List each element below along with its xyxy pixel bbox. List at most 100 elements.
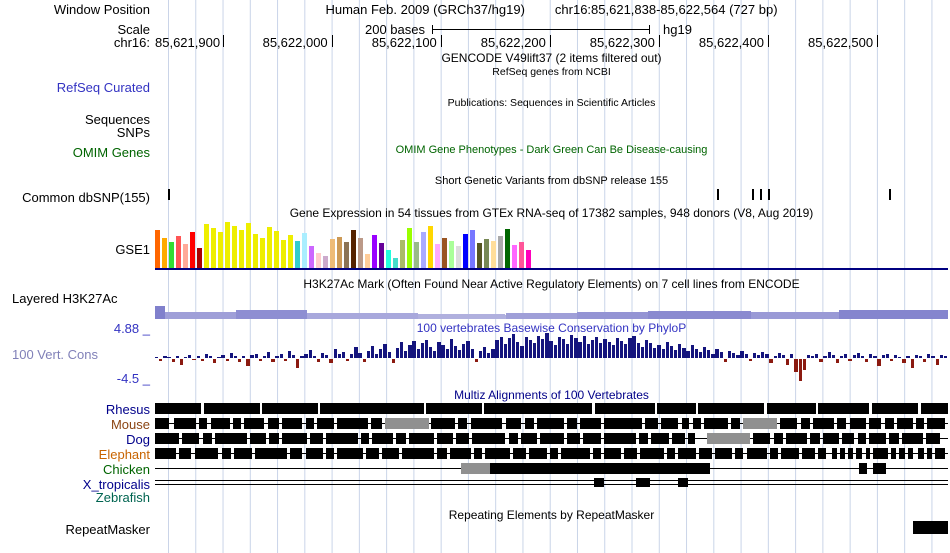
phylop-positive-bar[interactable] xyxy=(939,355,943,359)
phylop-positive-bar[interactable] xyxy=(640,347,644,359)
alignment-block[interactable] xyxy=(698,448,712,459)
gtex-expression-bar[interactable] xyxy=(281,240,286,268)
phylop-positive-bar[interactable] xyxy=(482,347,487,359)
phylop-positive-bar[interactable] xyxy=(491,349,495,359)
phylop-positive-bar[interactable] xyxy=(217,356,221,359)
alignment-block[interactable] xyxy=(567,418,577,429)
phylop-positive-bar[interactable] xyxy=(512,334,516,359)
alignment-block[interactable] xyxy=(489,463,711,474)
alignment-block[interactable] xyxy=(267,418,279,429)
alignment-block[interactable] xyxy=(472,433,506,444)
track-label-rhesus[interactable]: Rhesus xyxy=(105,402,150,417)
alignment-block[interactable] xyxy=(889,433,899,444)
phylop-negative-bar[interactable] xyxy=(910,358,914,368)
phylop-positive-bar[interactable] xyxy=(375,353,379,359)
phylop-positive-bar[interactable] xyxy=(678,343,682,359)
alignment-block[interactable] xyxy=(908,448,914,459)
alignment-block[interactable] xyxy=(361,433,370,444)
phylop-positive-bar[interactable] xyxy=(707,350,711,359)
phylop-positive-bar[interactable] xyxy=(894,354,898,359)
alignment-block[interactable] xyxy=(178,448,192,459)
alignment-block[interactable] xyxy=(254,448,287,459)
phylop-positive-bar[interactable] xyxy=(727,350,732,359)
gtex-expression-bar[interactable] xyxy=(302,233,307,268)
gtex-expression-bar[interactable] xyxy=(183,244,188,268)
alignment-block[interactable] xyxy=(281,433,308,444)
alignment-block[interactable] xyxy=(215,433,247,444)
phylop-positive-bar[interactable] xyxy=(458,350,462,359)
phylop-positive-bar[interactable] xyxy=(196,356,200,359)
alignment-block[interactable] xyxy=(848,448,853,459)
alignment-block[interactable] xyxy=(456,433,470,444)
gtex-expression-bar[interactable] xyxy=(274,231,279,268)
alignment-block[interactable] xyxy=(423,403,427,414)
alignment-block[interactable] xyxy=(505,418,522,429)
alignment-block[interactable] xyxy=(594,478,604,487)
phylop-positive-bar[interactable] xyxy=(188,355,192,359)
phylop-positive-bar[interactable] xyxy=(300,355,304,359)
phylop-negative-bar[interactable] xyxy=(923,358,927,362)
track-area[interactable]: Human Feb. 2009 (GRCh37/hg19) chr16:85,62… xyxy=(155,0,948,553)
alignment-block[interactable] xyxy=(396,433,406,444)
phylop-positive-bar[interactable] xyxy=(566,343,570,359)
phylop-negative-bar[interactable] xyxy=(889,358,894,362)
phylop-positive-bar[interactable] xyxy=(155,356,159,359)
alignment-block[interactable] xyxy=(873,463,887,474)
phylop-positive-bar[interactable] xyxy=(333,349,337,359)
gtex-expression-bar[interactable] xyxy=(330,239,335,268)
phylop-positive-bar[interactable] xyxy=(262,355,267,359)
alignment-block[interactable] xyxy=(250,433,267,444)
gtex-expression-bar[interactable] xyxy=(323,256,328,268)
phylop-positive-bar[interactable] xyxy=(611,345,615,359)
phylop-positive-bar[interactable] xyxy=(433,350,437,359)
phylop-positive-bar[interactable] xyxy=(532,343,537,359)
phylop-positive-bar[interactable] xyxy=(582,336,586,359)
track-label-repeatmasker[interactable]: RepeatMasker xyxy=(65,522,150,537)
alignment-block[interactable] xyxy=(513,448,527,459)
phylop-positive-bar[interactable] xyxy=(914,354,919,359)
gtex-expression-bar[interactable] xyxy=(526,250,531,268)
phylop-negative-bar[interactable] xyxy=(283,358,287,362)
phylop-positive-bar[interactable] xyxy=(943,356,948,359)
alignment-block[interactable] xyxy=(869,403,872,414)
phylop-positive-bar[interactable] xyxy=(204,354,209,359)
alignment-block[interactable] xyxy=(654,403,657,414)
alignment-block[interactable] xyxy=(917,403,922,414)
phylop-positive-bar[interactable] xyxy=(541,338,545,359)
alignment-block[interactable] xyxy=(645,418,658,429)
phylop-positive-bar[interactable] xyxy=(308,350,312,359)
phylop-positive-bar[interactable] xyxy=(184,356,188,359)
phylop-positive-bar[interactable] xyxy=(624,343,628,359)
alignment-block[interactable] xyxy=(603,433,636,444)
alignment-block[interactable] xyxy=(681,418,690,429)
alignment-block[interactable] xyxy=(849,418,866,429)
phylop-positive-bar[interactable] xyxy=(574,338,578,359)
gtex-expression-bar[interactable] xyxy=(162,238,167,268)
alignment-block[interactable] xyxy=(660,418,679,429)
phylop-positive-bar[interactable] xyxy=(927,353,931,359)
phylop-positive-bar[interactable] xyxy=(445,348,449,359)
phylop-positive-bar[interactable] xyxy=(752,352,757,359)
phylop-positive-bar[interactable] xyxy=(761,351,765,359)
alignment-block[interactable] xyxy=(402,448,435,459)
alignment-block[interactable] xyxy=(832,448,837,459)
phylop-positive-bar[interactable] xyxy=(653,348,657,359)
phylop-positive-bar[interactable] xyxy=(412,340,416,359)
gtex-expression-bar[interactable] xyxy=(288,235,293,268)
phylop-positive-bar[interactable] xyxy=(404,351,408,359)
alignment-block[interactable] xyxy=(672,433,685,444)
alignment-block[interactable] xyxy=(326,448,335,459)
phylop-positive-bar[interactable] xyxy=(773,355,777,359)
phylop-positive-bar[interactable] xyxy=(233,355,238,359)
phylop-positive-bar[interactable] xyxy=(354,347,358,359)
gtex-expression-bar[interactable] xyxy=(337,237,342,268)
alignment-block[interactable] xyxy=(640,448,665,459)
alignment-block[interactable] xyxy=(897,418,914,429)
h3k27ac-signal-segment[interactable] xyxy=(307,313,419,319)
gtex-expression-bar[interactable] xyxy=(246,223,251,268)
dbsnp-variant-tick[interactable] xyxy=(767,189,770,200)
gtex-expression-bar[interactable] xyxy=(197,248,202,268)
phylop-positive-bar[interactable] xyxy=(869,353,873,359)
phylop-negative-bar[interactable] xyxy=(316,358,321,362)
gtex-expression-bar[interactable] xyxy=(239,230,244,268)
